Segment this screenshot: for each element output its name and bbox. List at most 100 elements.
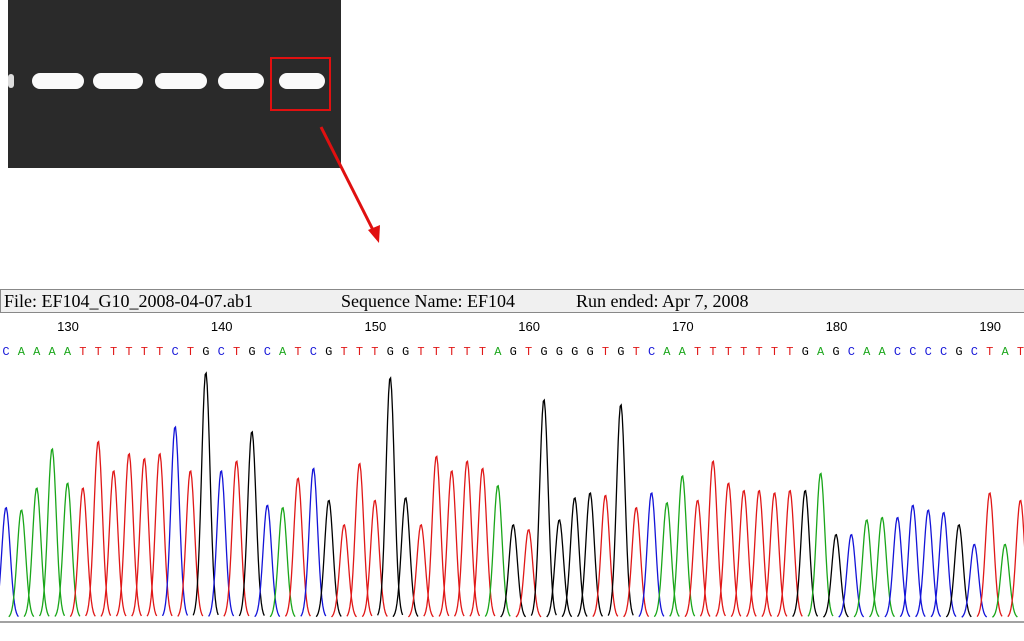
base-call: T: [709, 345, 716, 359]
peak: [930, 511, 957, 618]
peak: [745, 489, 773, 617]
base-call: G: [402, 345, 409, 359]
gel-band: [218, 73, 264, 89]
base-call: T: [633, 345, 640, 359]
base-call: T: [371, 345, 378, 359]
base-call: C: [310, 345, 317, 359]
gel-band: [279, 73, 325, 89]
base-call: C: [171, 345, 178, 359]
peak: [669, 474, 696, 617]
base-call: A: [49, 345, 57, 359]
peak: [761, 491, 788, 617]
peak: [715, 482, 742, 617]
base-call: C: [848, 345, 855, 359]
base-call: T: [110, 345, 117, 359]
base-call: A: [279, 345, 287, 359]
base-call: T: [233, 345, 240, 359]
position-label: 140: [211, 319, 233, 334]
base-call: T: [479, 345, 486, 359]
peak: [177, 469, 204, 617]
base-call: G: [202, 345, 209, 359]
base-call: G: [802, 345, 809, 359]
base-call: T: [95, 345, 102, 359]
peak: [776, 489, 803, 617]
base-call: C: [894, 345, 901, 359]
peak: [623, 506, 650, 618]
peak: [991, 543, 1018, 618]
base-call: T: [771, 345, 778, 359]
peak: [915, 509, 942, 618]
peak: [699, 459, 726, 617]
peak: [1007, 499, 1024, 618]
trace: [0, 371, 1024, 618]
base-call: A: [878, 345, 886, 359]
position-label: 170: [672, 319, 694, 334]
base-call: G: [556, 345, 563, 359]
header-bar: [0, 289, 1024, 313]
base-call: T: [356, 345, 363, 359]
peak: [592, 494, 619, 617]
base-call: C: [2, 345, 9, 359]
base-call: C: [909, 345, 916, 359]
position-label: 130: [57, 319, 79, 334]
base-call: C: [971, 345, 978, 359]
peak: [23, 487, 50, 617]
peak: [530, 398, 557, 616]
base-call: T: [1017, 345, 1024, 359]
position-label: 190: [979, 319, 1001, 334]
gel-band: [93, 73, 143, 89]
base-call: T: [525, 345, 532, 359]
file-name: File: EF104_G10_2008-04-07.ab1: [4, 291, 253, 311]
peak: [792, 489, 819, 617]
base-call: C: [940, 345, 947, 359]
base-call: A: [33, 345, 41, 359]
peak: [38, 447, 66, 617]
peak: [884, 516, 911, 618]
peak: [438, 469, 465, 617]
peak: [961, 543, 988, 618]
position-label: 160: [518, 319, 540, 334]
peak: [100, 469, 127, 617]
base-call: A: [494, 345, 502, 359]
peak: [515, 528, 542, 618]
peak: [469, 467, 496, 617]
base-call: G: [510, 345, 517, 359]
peak: [146, 452, 173, 617]
base-call: G: [540, 345, 547, 359]
base-call: C: [648, 345, 655, 359]
highlight-box: [270, 57, 331, 111]
position-label: 180: [826, 319, 848, 334]
peak: [822, 533, 849, 618]
peak: [576, 491, 604, 617]
base-call: A: [679, 345, 687, 359]
base-call: T: [986, 345, 993, 359]
peak: [561, 496, 588, 618]
base-call: T: [141, 345, 148, 359]
peak: [254, 504, 281, 618]
base-call: A: [663, 345, 671, 359]
peak: [131, 457, 158, 617]
base-call: T: [756, 345, 763, 359]
position-label: 150: [365, 319, 387, 334]
peak: [361, 499, 388, 618]
base-call: A: [18, 345, 26, 359]
base-call: T: [79, 345, 86, 359]
peak: [85, 440, 112, 617]
gel-band: [155, 73, 207, 89]
sequence-name: Sequence Name: EF104: [341, 291, 515, 311]
base-call: T: [694, 345, 701, 359]
base-call: C: [264, 345, 271, 359]
peak: [453, 459, 481, 617]
base-call: T: [602, 345, 609, 359]
base-call: A: [1001, 345, 1009, 359]
peak: [0, 506, 19, 617]
peak: [8, 509, 35, 618]
base-call: G: [387, 345, 394, 359]
peak: [54, 482, 81, 617]
peak: [638, 491, 665, 617]
arrow-head: [368, 225, 380, 243]
peak: [315, 499, 342, 618]
peak: [653, 501, 680, 618]
base-call: T: [187, 345, 194, 359]
base-call: T: [433, 345, 440, 359]
